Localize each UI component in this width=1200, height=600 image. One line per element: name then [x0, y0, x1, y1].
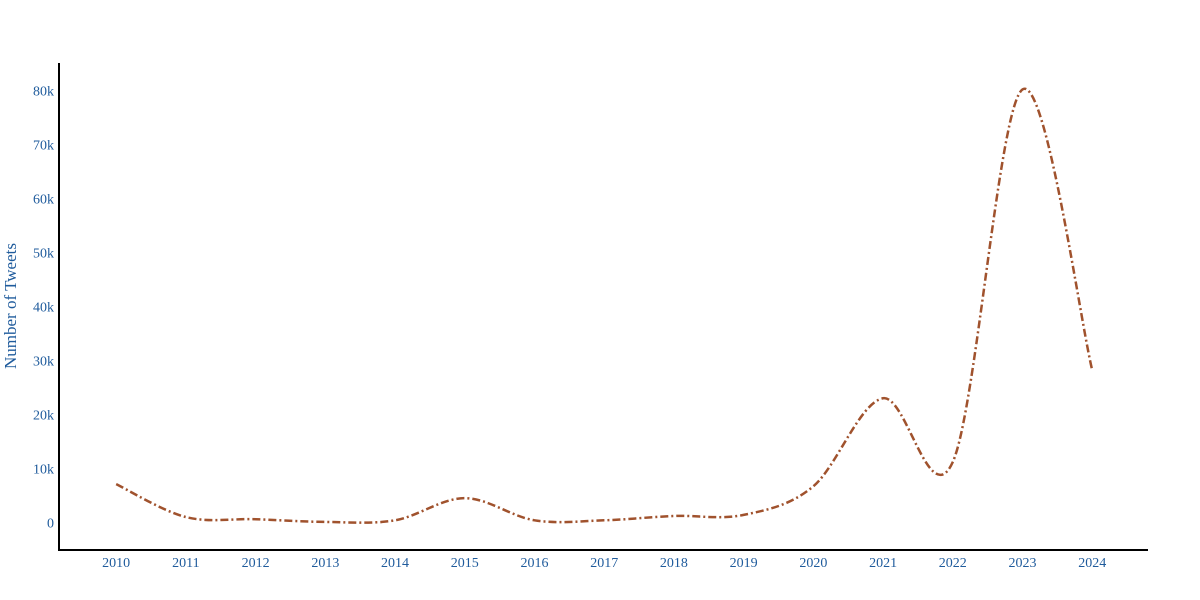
x-tick-label: 2017 — [590, 556, 618, 571]
x-tick-label: 2014 — [381, 556, 409, 571]
y-tick-label: 20k — [33, 408, 54, 423]
y-axis-title: Number of Tweets — [1, 243, 20, 369]
y-tick-label: 10k — [33, 462, 54, 477]
x-tick-label: 2020 — [799, 556, 827, 571]
x-tick-label: 2024 — [1078, 556, 1106, 571]
x-tick-label: 2018 — [660, 556, 688, 571]
x-tick-label: 2022 — [939, 556, 967, 571]
y-tick-label: 30k — [33, 354, 54, 369]
x-tick-label: 2010 — [102, 556, 130, 571]
y-tick-label: 0 — [47, 516, 54, 531]
y-tick-label: 80k — [33, 84, 54, 99]
y-tick-label: 60k — [33, 192, 54, 207]
y-tick-label: 40k — [33, 300, 54, 315]
x-tick-label: 2012 — [242, 556, 270, 571]
x-tick-label: 2013 — [311, 556, 339, 571]
x-tick-label: 2011 — [172, 556, 199, 571]
x-tick-label: 2021 — [869, 556, 897, 571]
x-tick-label: 2019 — [730, 556, 758, 571]
x-tick-label: 2015 — [451, 556, 479, 571]
line — [115, 87, 1094, 524]
x-tick-label: 2023 — [1009, 556, 1037, 571]
x-tick-label: 2016 — [520, 556, 548, 571]
y-tick-label: 50k — [33, 246, 54, 261]
y-tick-label: 70k — [33, 138, 54, 153]
